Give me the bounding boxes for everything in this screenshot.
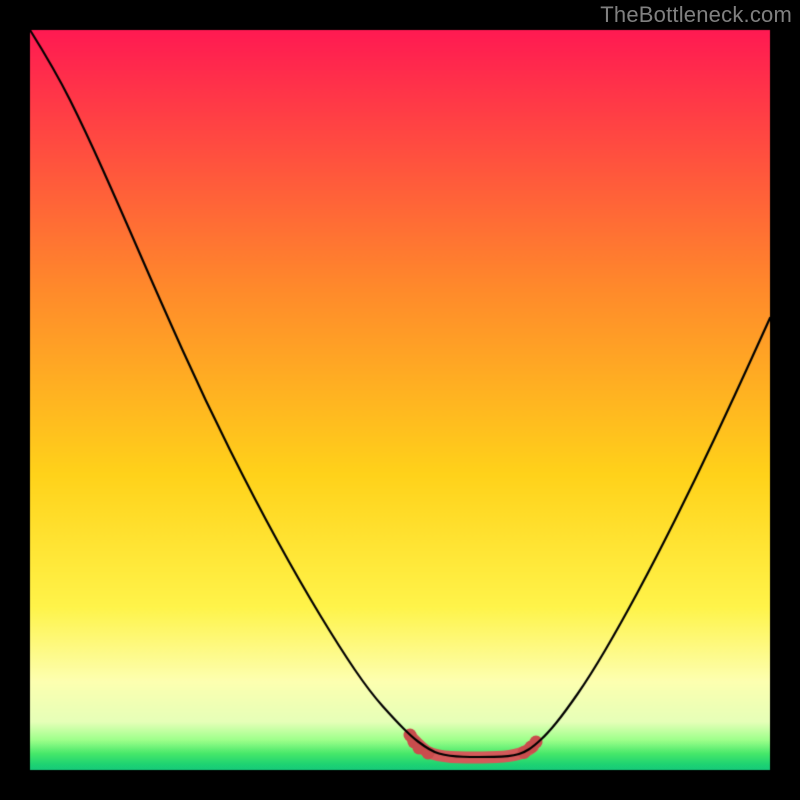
chart-canvas xyxy=(0,0,800,800)
watermark-text: TheBottleneck.com xyxy=(600,2,792,28)
